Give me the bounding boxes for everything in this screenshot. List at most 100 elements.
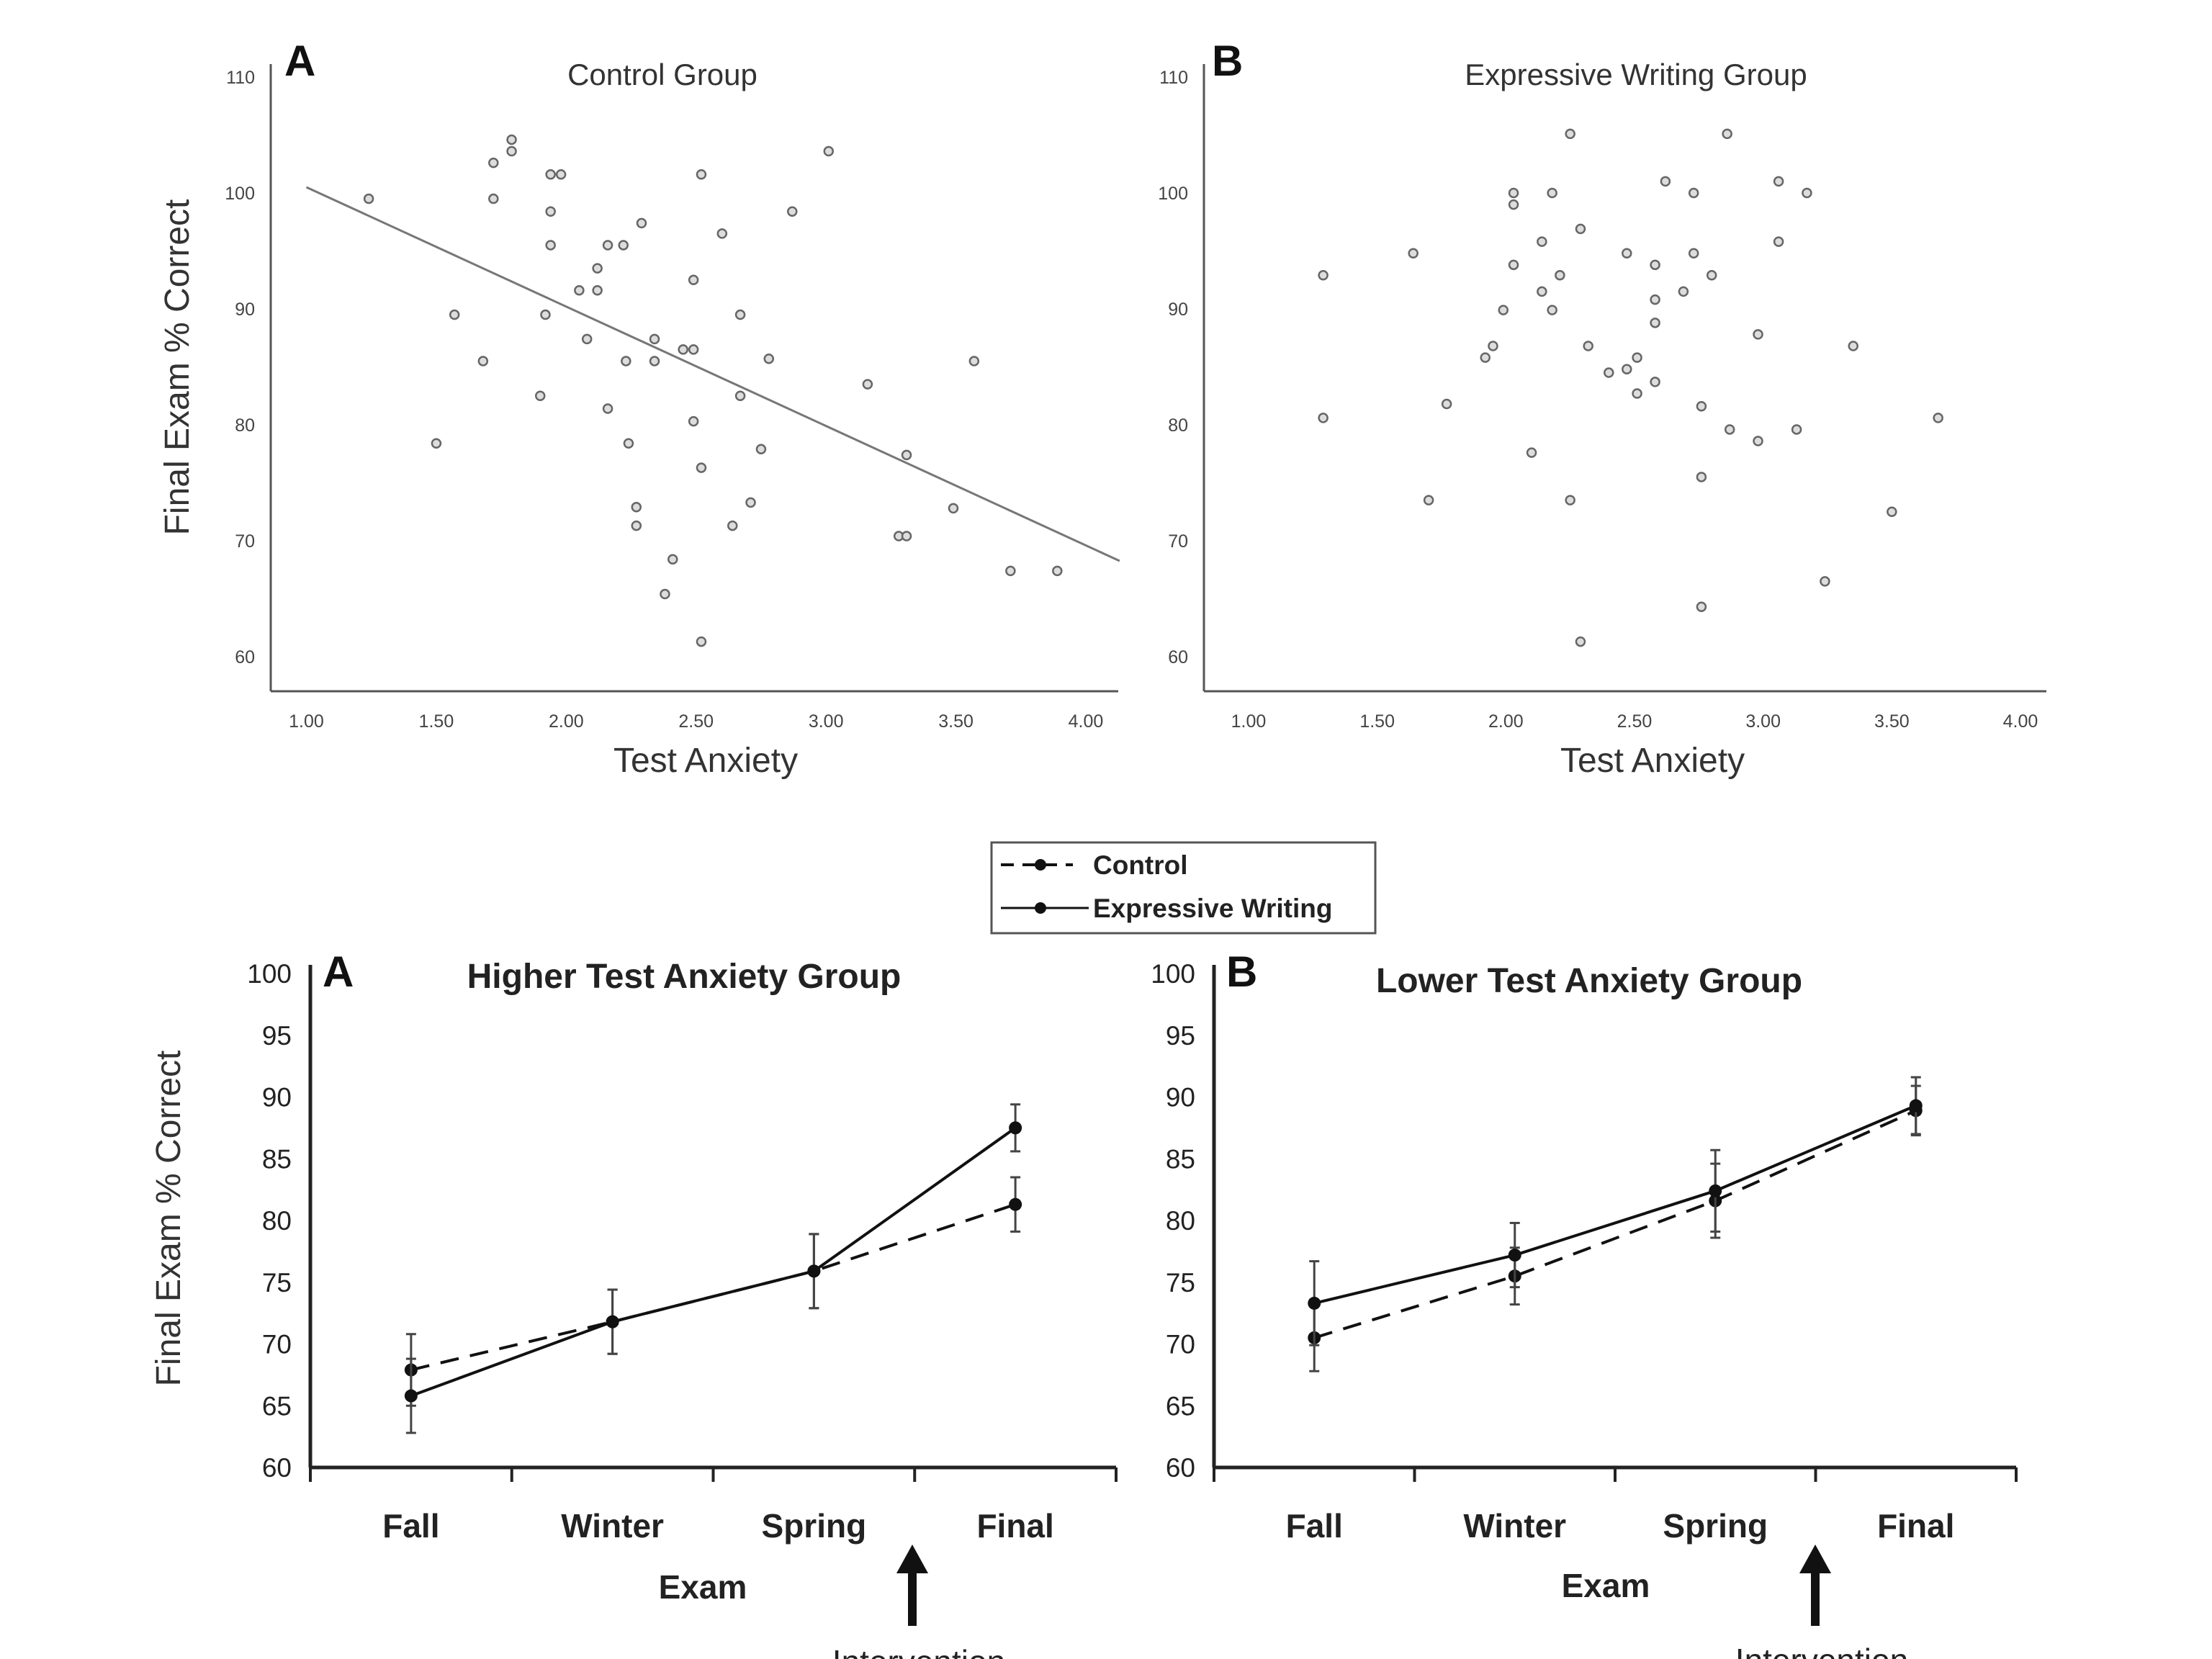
x-tick-label: 4.00 bbox=[1069, 711, 1104, 732]
data-point bbox=[581, 333, 593, 345]
panel-letter-b: B bbox=[1226, 948, 1257, 996]
data-point bbox=[592, 263, 603, 274]
data-point bbox=[1622, 248, 1632, 258]
y-tick-label: 100 bbox=[225, 184, 255, 204]
data-point bbox=[431, 438, 442, 449]
data-point bbox=[1565, 128, 1575, 140]
y-tick-label: 80 bbox=[1168, 415, 1188, 436]
data-point bbox=[1848, 341, 1858, 351]
y-axis-label: Final Exam % Correct bbox=[150, 1051, 188, 1387]
data-point bbox=[574, 284, 585, 296]
series-line-expressive-writing bbox=[1313, 1104, 1917, 1305]
data-point bbox=[1722, 128, 1732, 140]
x-tick-label: 3.00 bbox=[809, 711, 844, 732]
y-tick-label: 95 bbox=[262, 1021, 292, 1051]
data-point bbox=[667, 554, 678, 565]
data-point bbox=[1508, 1249, 1521, 1262]
data-point bbox=[688, 344, 699, 355]
x-tick-label: 2.00 bbox=[1488, 711, 1524, 732]
line-chart-higher-anxiety: A Higher Test Anxiety Group Exam Final E… bbox=[150, 948, 1118, 1659]
data-point bbox=[1565, 495, 1575, 505]
y-tick-label: 70 bbox=[1166, 1330, 1195, 1359]
data-point bbox=[1583, 341, 1593, 351]
data-point bbox=[1488, 341, 1498, 351]
y-tick-label: 85 bbox=[262, 1144, 292, 1174]
data-point bbox=[1802, 187, 1812, 199]
y-tick-label: 90 bbox=[235, 300, 255, 320]
data-point bbox=[948, 503, 959, 514]
data-point bbox=[1773, 236, 1784, 247]
x-tick-label: 3.50 bbox=[938, 711, 974, 732]
data-point bbox=[901, 449, 912, 461]
x-tick-label: 1.50 bbox=[1359, 711, 1395, 732]
category-label: Fall bbox=[382, 1507, 439, 1545]
category-label: Winter bbox=[1463, 1507, 1566, 1545]
y-tick-label: 70 bbox=[235, 531, 255, 552]
data-point bbox=[660, 588, 670, 600]
data-point bbox=[488, 157, 499, 168]
data-point bbox=[1009, 1197, 1022, 1211]
y-tick-label: 80 bbox=[235, 415, 255, 436]
category-label: Spring bbox=[1663, 1507, 1768, 1545]
y-tick-label: 100 bbox=[1158, 184, 1188, 204]
data-point bbox=[688, 415, 699, 427]
x-tick-label: 1.00 bbox=[289, 711, 324, 732]
data-point bbox=[506, 145, 517, 157]
series-line-control bbox=[410, 1202, 1016, 1372]
data-point bbox=[1537, 286, 1547, 297]
data-point bbox=[862, 379, 873, 390]
data-point bbox=[1575, 636, 1586, 647]
data-point bbox=[1575, 223, 1586, 235]
data-point bbox=[1632, 388, 1642, 399]
data-point bbox=[602, 403, 613, 414]
legend-marker-expressive-writing bbox=[1035, 902, 1046, 914]
data-point bbox=[449, 309, 460, 320]
panel-letter-a: A bbox=[284, 37, 315, 85]
panel-letter-a: A bbox=[323, 948, 354, 996]
y-tick-label: 95 bbox=[1166, 1021, 1195, 1051]
y-tick-label: 80 bbox=[262, 1206, 292, 1236]
chart-title: Lower Test Anxiety Group bbox=[1376, 962, 1802, 1000]
data-point bbox=[631, 520, 642, 531]
data-point bbox=[535, 390, 546, 401]
data-point bbox=[631, 502, 642, 513]
data-point bbox=[1508, 259, 1519, 271]
x-tick-label: 1.00 bbox=[1231, 711, 1267, 732]
data-point bbox=[968, 356, 980, 367]
data-point bbox=[1508, 187, 1519, 199]
data-point bbox=[649, 333, 660, 345]
data-point bbox=[734, 309, 746, 320]
x-tick-label: 2.50 bbox=[678, 711, 714, 732]
line-chart-lower-anxiety: B Lower Test Anxiety Group Exam Interven… bbox=[1151, 948, 2018, 1659]
legend-box bbox=[990, 841, 1377, 935]
x-tick-label: 3.50 bbox=[1874, 711, 1910, 732]
y-tick-label: 65 bbox=[1166, 1391, 1195, 1421]
y-tick-label: 75 bbox=[1166, 1268, 1195, 1298]
x-tick-label: 4.00 bbox=[2003, 711, 2038, 732]
data-point bbox=[1696, 400, 1707, 412]
data-point bbox=[545, 240, 556, 251]
data-point bbox=[1696, 601, 1707, 613]
x-tick-label: 2.50 bbox=[1617, 711, 1653, 732]
y-tick-label: 85 bbox=[1166, 1144, 1195, 1174]
category-label: Final bbox=[976, 1507, 1053, 1545]
data-point bbox=[1508, 199, 1519, 210]
data-point bbox=[1887, 506, 1897, 517]
y-tick-label: 110 bbox=[1159, 68, 1188, 88]
data-point bbox=[696, 462, 707, 473]
data-point bbox=[1408, 248, 1419, 258]
legend-label-expressive-writing: Expressive Writing bbox=[1093, 894, 1332, 923]
data-point bbox=[1005, 565, 1016, 577]
x-axis-label: Test Anxiety bbox=[613, 742, 798, 780]
data-point bbox=[1909, 1099, 1923, 1112]
legend-label-control: Control bbox=[1093, 850, 1188, 880]
data-point bbox=[606, 1315, 619, 1328]
data-point bbox=[1753, 436, 1763, 446]
series-line-expressive-writing bbox=[410, 1126, 1017, 1398]
data-point bbox=[1696, 472, 1707, 482]
data-point bbox=[1706, 270, 1717, 281]
regression-line bbox=[305, 186, 1120, 562]
intervention-label: Intervention bbox=[1735, 1642, 1908, 1659]
y-tick-label: 100 bbox=[247, 959, 292, 989]
